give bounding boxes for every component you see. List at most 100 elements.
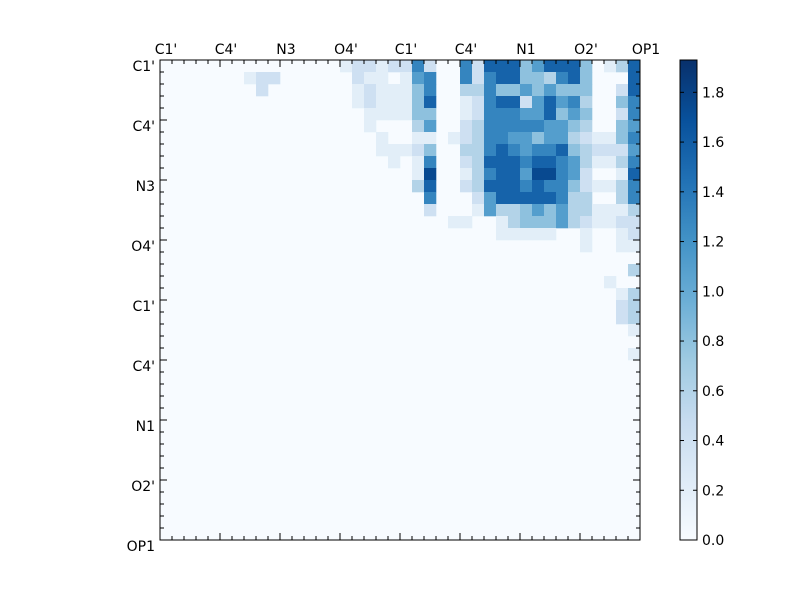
heatmap-cell xyxy=(556,216,569,229)
heatmap-cell xyxy=(520,204,533,217)
heatmap-cell xyxy=(388,144,401,157)
heatmap-cell xyxy=(412,144,425,157)
heatmap-cell xyxy=(628,120,641,133)
heatmap-cell xyxy=(532,216,545,229)
heatmap-cell xyxy=(460,96,473,109)
heatmap-cell xyxy=(424,168,437,181)
colorbar-tick-label: 1.8 xyxy=(702,85,724,101)
heatmap-cell xyxy=(556,72,569,85)
heatmap-cell xyxy=(520,132,533,145)
heatmap-cell xyxy=(508,108,521,121)
heatmap-cell xyxy=(532,72,545,85)
heatmap-cell xyxy=(628,324,641,337)
heatmap-cell xyxy=(556,108,569,121)
heatmap-cell xyxy=(472,120,485,133)
heatmap-cell xyxy=(580,168,593,181)
heatmap-cell xyxy=(616,288,629,301)
heatmap-cell xyxy=(472,60,485,73)
heatmap-cell xyxy=(472,108,485,121)
heatmap-cell xyxy=(376,72,389,85)
heatmap-cell xyxy=(616,312,629,325)
heatmap-cell xyxy=(388,96,401,109)
heatmap-cell xyxy=(592,216,605,229)
heatmap-cell xyxy=(496,168,509,181)
heatmap-cell xyxy=(616,180,629,193)
heatmap-cell xyxy=(628,300,641,313)
heatmap-cell xyxy=(532,60,545,73)
x-tick-label: C4' xyxy=(455,42,478,58)
heatmap-cell xyxy=(496,84,509,97)
heatmap-cell xyxy=(628,348,641,361)
y-tick-label: C4' xyxy=(132,119,155,135)
heatmap-cell xyxy=(544,180,557,193)
heatmap-cell xyxy=(616,216,629,229)
y-tick-label: O2' xyxy=(131,479,155,495)
heatmap-cell xyxy=(544,108,557,121)
heatmap-cell xyxy=(484,96,497,109)
heatmap-cell xyxy=(472,168,485,181)
x-tick-label: O4' xyxy=(334,42,358,58)
heatmap-cell xyxy=(472,96,485,109)
heatmap-cell xyxy=(484,72,497,85)
heatmap-cell xyxy=(496,156,509,169)
heatmap-cell xyxy=(460,72,473,85)
heatmap-cell xyxy=(508,228,521,241)
heatmap-cell xyxy=(544,168,557,181)
heatmap-cell xyxy=(340,60,353,73)
heatmap-cell xyxy=(364,120,377,133)
heatmap-cell xyxy=(496,204,509,217)
heatmap-cell xyxy=(424,108,437,121)
axis-tick-labels: C1' C4' N3 O4' C1' C4' N1 O2' OP1 C1' C4' N3 O4' C1' C… xyxy=(127,42,661,555)
heatmap-cell xyxy=(580,60,593,73)
heatmap-cell xyxy=(400,84,413,97)
y-tick-label: OP1 xyxy=(127,539,155,555)
heatmap-cell xyxy=(556,120,569,133)
heatmap-cell xyxy=(496,120,509,133)
heatmap-cell xyxy=(508,72,521,85)
heatmap-cell xyxy=(520,108,533,121)
colorbar-tick-label: 1.6 xyxy=(702,135,724,151)
heatmap-cell xyxy=(520,180,533,193)
heatmap-cell xyxy=(592,204,605,217)
heatmap-cell xyxy=(532,120,545,133)
heatmap-cell xyxy=(448,132,461,145)
heatmap-cell xyxy=(532,84,545,97)
heatmap-cell xyxy=(616,300,629,313)
heatmap-cell xyxy=(568,144,581,157)
heatmap-cell xyxy=(460,180,473,193)
heatmap-cell xyxy=(268,72,281,85)
heatmap-cell xyxy=(568,60,581,73)
heatmap-cell xyxy=(568,204,581,217)
heatmap-cell xyxy=(508,84,521,97)
heatmap-cell xyxy=(556,180,569,193)
y-tick-label: C4' xyxy=(132,359,155,375)
heatmap-cell xyxy=(412,96,425,109)
heatmap-cell xyxy=(484,60,497,73)
heatmap-cell xyxy=(508,216,521,229)
heatmap-cells xyxy=(160,60,641,540)
heatmap-cell xyxy=(628,288,641,301)
heatmap-cell xyxy=(460,108,473,121)
heatmap-cell xyxy=(556,156,569,169)
heatmap-cell xyxy=(628,156,641,169)
heatmap-cell xyxy=(628,192,641,205)
heatmap-cell xyxy=(352,84,365,97)
heatmap-cell xyxy=(496,72,509,85)
heatmap-cell xyxy=(532,132,545,145)
heatmap-cell xyxy=(544,84,557,97)
heatmap-cell xyxy=(628,96,641,109)
heatmap-cell xyxy=(496,96,509,109)
heatmap-cell xyxy=(520,72,533,85)
heatmap-cell xyxy=(412,180,425,193)
heatmap-cell xyxy=(520,156,533,169)
heatmap-cell xyxy=(484,84,497,97)
heatmap-cell xyxy=(496,60,509,73)
colorbar-tick-label: 0.8 xyxy=(702,334,724,350)
heatmap-cell xyxy=(520,168,533,181)
heatmap-cell xyxy=(604,60,617,73)
heatmap-cell xyxy=(460,144,473,157)
colorbar-tick-label: 0.6 xyxy=(702,384,724,400)
heatmap-cell xyxy=(616,168,629,181)
heatmap-cell xyxy=(580,156,593,169)
heatmap-cell xyxy=(484,120,497,133)
